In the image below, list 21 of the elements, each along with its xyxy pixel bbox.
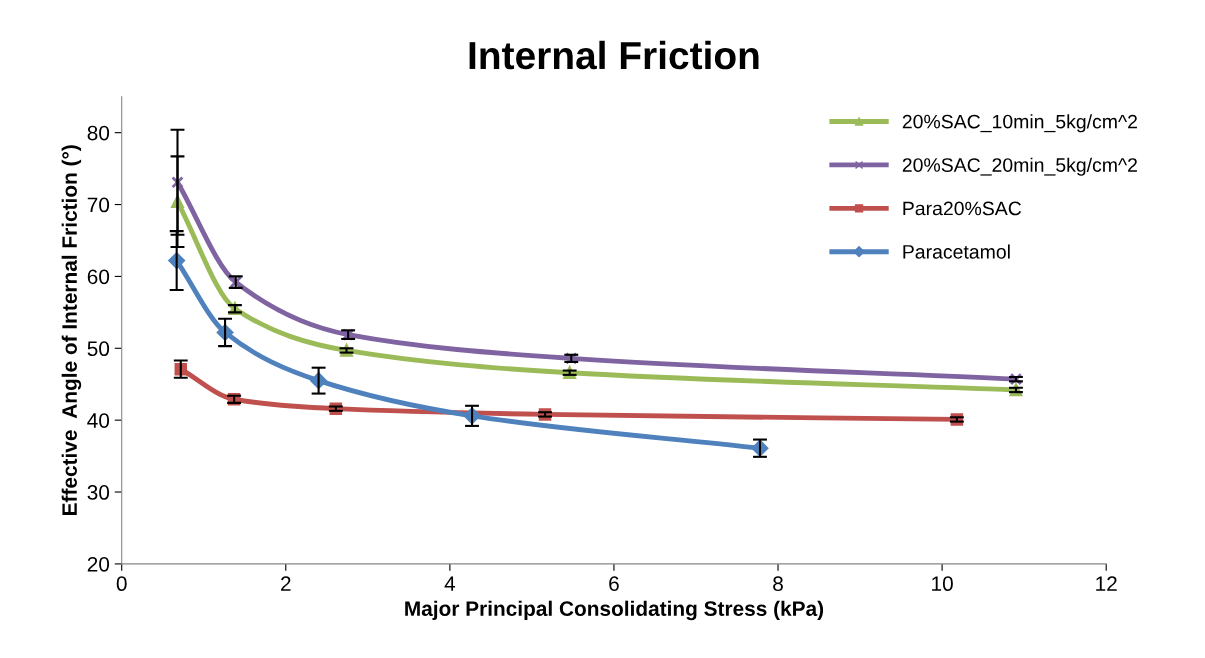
x-tick-label: 0 [116, 576, 127, 592]
x-tick-label: 12 [1096, 576, 1117, 591]
x-axis-title: Major Principal Consolidating Stress (kPa) [405, 600, 824, 621]
y-tick-label: 30 [87, 485, 110, 500]
legend-label: 20%SAC_10min_5kg/cm^2 [902, 114, 1137, 133]
y-tick-label: 20 [87, 556, 110, 572]
x-tick-label: 10 [932, 576, 953, 592]
y-tick-label: 60 [87, 269, 110, 285]
y-axis-title: Effective Angle of Internal Friction (°) [61, 145, 82, 515]
y-tick-label: 80 [87, 125, 110, 141]
y-tick-label: 70 [87, 197, 110, 213]
x-tick-label: 4 [444, 576, 456, 591]
x-tick-label: 8 [773, 576, 783, 592]
y-tick-label: 50 [87, 341, 110, 357]
x-tick-label: 2 [281, 576, 291, 591]
x-tick-label: 6 [609, 576, 619, 592]
legend-label: Paracetamol [903, 244, 1010, 259]
y-tick-label: 40 [87, 413, 110, 428]
legend-label: Para20%SAC [903, 201, 1022, 216]
legend-label: 20%SAC_20min_5kg/cm^2 [902, 157, 1137, 176]
chart-title: Internal Friction [469, 40, 759, 70]
